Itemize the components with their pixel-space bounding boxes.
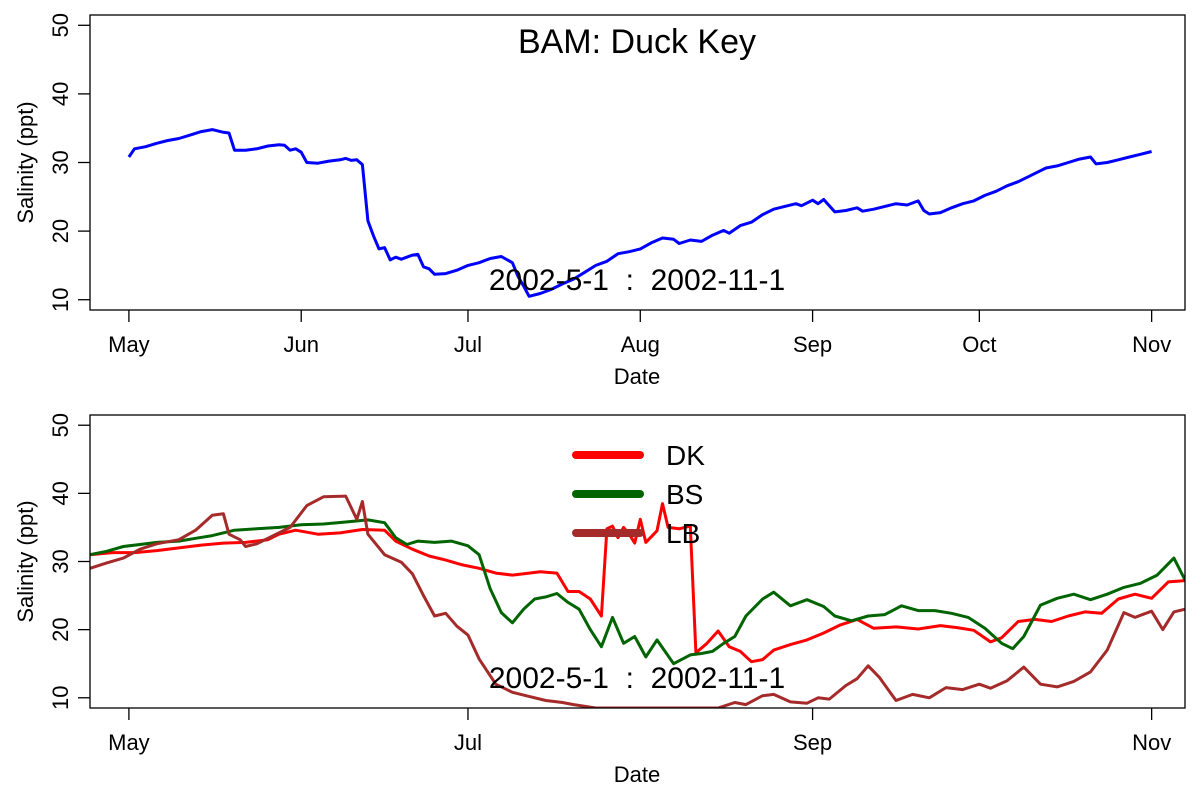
x-tick-label: Oct [962, 332, 996, 357]
x-tick-label: Nov [1132, 332, 1171, 357]
x-tick-label: May [108, 730, 150, 755]
x-tick-label: May [108, 332, 150, 357]
y-axis-label: Salinity (ppt) [13, 500, 38, 622]
x-axis-label: Date [614, 364, 660, 389]
y-axis: 10 20 30 40 50 [48, 13, 90, 312]
series-line-bs [90, 518, 1185, 666]
x-tick-label: Sep [793, 730, 832, 755]
salinity-panel-comparison: May Jul Sep Nov 10 20 30 40 50 2002-5-1 : 2002-… [13, 413, 1186, 787]
x-tick-label: Jun [283, 332, 318, 357]
series-lines [90, 494, 1185, 708]
y-tick-label: 50 [48, 13, 73, 37]
x-tick-label: Sep [793, 332, 832, 357]
series-line-0 [127, 128, 1152, 298]
legend: DK BS LB [572, 440, 705, 549]
x-tick-label: Jul [454, 332, 482, 357]
date-range-annotation: 2002-5-1 : 2002-11-1 [489, 264, 785, 297]
y-tick-label: 10 [48, 287, 73, 311]
salinity-panel-duck-key: May Jun Jul Aug Sep Oct Nov 10 20 30 40 50 BAM: Du… [13, 13, 1186, 389]
x-tick-label: Aug [621, 332, 660, 357]
y-tick-label: 30 [48, 549, 73, 573]
series-line-dk [90, 502, 1185, 664]
y-tick-label: 30 [48, 150, 73, 174]
y-tick-label: 50 [48, 413, 73, 437]
x-axis: May Jul Sep Nov [108, 708, 1171, 755]
series-line-lb [90, 494, 1185, 708]
y-tick-label: 40 [48, 481, 73, 505]
legend-label-lb: LB [666, 518, 700, 549]
date-range-annotation: 2002-5-1 : 2002-11-1 [489, 662, 785, 695]
y-axis: 10 20 30 40 50 [48, 413, 90, 710]
y-tick-label: 20 [48, 219, 73, 243]
x-axis: May Jun Jul Aug Sep Oct Nov [108, 310, 1171, 357]
x-tick-label: Nov [1132, 730, 1171, 755]
y-tick-label: 20 [48, 617, 73, 641]
y-axis-label: Salinity (ppt) [13, 101, 38, 223]
chart-title: BAM: Duck Key [518, 23, 756, 61]
y-tick-label: 40 [48, 82, 73, 106]
legend-label-dk: DK [666, 440, 705, 471]
legend-label-bs: BS [666, 479, 703, 510]
x-axis-label: Date [614, 762, 660, 787]
series-lines [127, 128, 1152, 298]
x-tick-label: Jul [454, 730, 482, 755]
y-tick-label: 10 [48, 686, 73, 710]
